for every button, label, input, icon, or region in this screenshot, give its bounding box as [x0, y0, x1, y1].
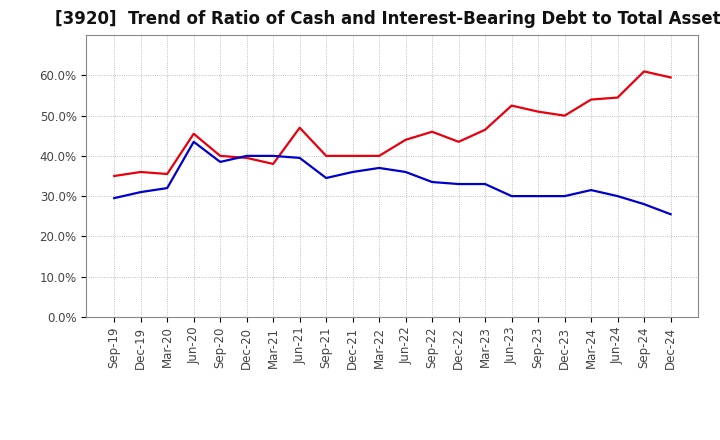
Cash: [216, 153, 225, 158]
Interest-Bearing Debt: [508, 194, 516, 199]
Cash: [481, 127, 490, 132]
Cash: [348, 153, 357, 158]
Interest-Bearing Debt: [640, 202, 649, 207]
Interest-Bearing Debt: [428, 180, 436, 185]
Cash: [136, 169, 145, 175]
Cash: [454, 139, 463, 144]
Cash: [243, 155, 251, 161]
Interest-Bearing Debt: [454, 181, 463, 187]
Cash: [640, 69, 649, 74]
Interest-Bearing Debt: [666, 212, 675, 217]
Interest-Bearing Debt: [295, 155, 304, 161]
Cash: [560, 113, 569, 118]
Interest-Bearing Debt: [189, 139, 198, 144]
Cash: [534, 109, 542, 114]
Line: Interest-Bearing Debt: Interest-Bearing Debt: [114, 142, 670, 214]
Cash: [322, 153, 330, 158]
Interest-Bearing Debt: [481, 181, 490, 187]
Interest-Bearing Debt: [534, 194, 542, 199]
Cash: [666, 75, 675, 80]
Cash: [295, 125, 304, 130]
Interest-Bearing Debt: [401, 169, 410, 175]
Cash: [508, 103, 516, 108]
Cash: [375, 153, 384, 158]
Interest-Bearing Debt: [613, 194, 622, 199]
Interest-Bearing Debt: [216, 159, 225, 165]
Cash: [428, 129, 436, 134]
Interest-Bearing Debt: [587, 187, 595, 193]
Interest-Bearing Debt: [322, 176, 330, 181]
Interest-Bearing Debt: [348, 169, 357, 175]
Interest-Bearing Debt: [243, 153, 251, 158]
Interest-Bearing Debt: [375, 165, 384, 171]
Cash: [613, 95, 622, 100]
Title: [3920]  Trend of Ratio of Cash and Interest-Bearing Debt to Total Assets: [3920] Trend of Ratio of Cash and Intere…: [55, 10, 720, 28]
Interest-Bearing Debt: [110, 195, 119, 201]
Cash: [110, 173, 119, 179]
Cash: [163, 171, 171, 176]
Cash: [587, 97, 595, 102]
Cash: [401, 137, 410, 143]
Interest-Bearing Debt: [560, 194, 569, 199]
Interest-Bearing Debt: [269, 153, 277, 158]
Interest-Bearing Debt: [136, 190, 145, 195]
Interest-Bearing Debt: [163, 185, 171, 191]
Cash: [269, 161, 277, 167]
Line: Cash: Cash: [114, 71, 670, 176]
Cash: [189, 131, 198, 136]
